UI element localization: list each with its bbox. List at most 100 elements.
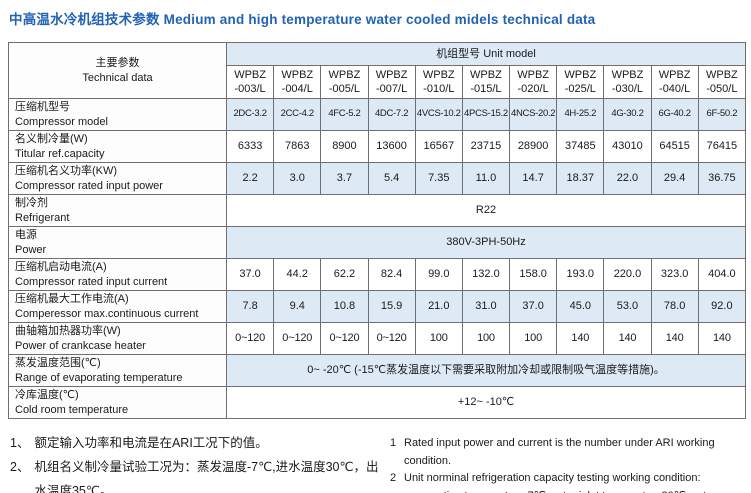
footnotes-en: 1 Rated input power and current is the nu…	[390, 432, 743, 493]
row-rated-input-current-value-9: 220.0	[603, 258, 652, 291]
model-header-5: WPBZ -010/L	[414, 65, 463, 99]
row-rated-input-power: 压缩机名义功率(KW) Compressor rated input power 2…	[8, 162, 747, 195]
model-header-2: WPBZ -004/L	[273, 65, 322, 99]
footnotes-zh: 1、 额定输入功率和电流是在ARI工况下的值。 2、 机组名义制冷量试验工况为：蒸发温…	[10, 432, 390, 493]
row-crankcase-heater-value-5: 100	[414, 322, 463, 355]
row-compressor-model-value-6: 4PCS-15.2	[461, 98, 511, 131]
footnotes-en-item-1-text: Rated input power and current is the num…	[404, 437, 715, 467]
row-ref-capacity-value-6: 23715	[461, 130, 511, 163]
spec-table-body: 主要参数 Technical data 机组型号 Unit model WPBZ -00…	[8, 42, 747, 419]
row-compressor-model-value-1: 2DC-3.2	[225, 98, 275, 131]
row-crankcase-heater-value-11: 140	[697, 322, 747, 355]
row-crankcase-heater-value-3: 0~120	[320, 322, 369, 355]
row-power-supply-value: 380V-3PH-50Hz	[225, 226, 747, 259]
row-ref-capacity-value-1: 6333	[225, 130, 275, 163]
row-rated-input-power-value-1: 2.2	[225, 162, 275, 195]
row-crankcase-heater-value-4: 0~120	[367, 322, 416, 355]
row-ref-capacity-value-5: 16567	[414, 130, 463, 163]
row-rated-input-current-value-5: 99.0	[414, 258, 463, 291]
footnotes-en-item-2: 2 Unit norminal refrigeration capacity te…	[390, 470, 741, 493]
unit-model-header: 机组型号 Unit model	[225, 42, 747, 66]
row-crankcase-heater-value-10: 140	[650, 322, 699, 355]
row-crankcase-heater-value-6: 100	[461, 322, 511, 355]
model-header-7: WPBZ -020/L	[509, 65, 558, 99]
spec-table: 主要参数 Technical data 机组型号 Unit model WPBZ -00…	[8, 42, 747, 419]
row-rated-input-current-value-6: 132.0	[461, 258, 511, 291]
row-max-continuous-current-value-10: 78.0	[650, 290, 699, 323]
footnotes-en-item-1: 1 Rated input power and current is the nu…	[390, 435, 741, 470]
row-compressor-model-value-5: 4VCS-10.2	[414, 98, 463, 131]
row-cold-room-temp-value: +12~ -10℃	[225, 386, 747, 419]
model-header-6: WPBZ -015/L	[461, 65, 511, 99]
model-header-9: WPBZ -030/L	[603, 65, 652, 99]
model-header-1: WPBZ -003/L	[225, 65, 275, 99]
row-rated-input-power-value-2: 3.0	[273, 162, 322, 195]
footnotes-zh-item-2: 2、 机组名义制冷量试验工况为：蒸发温度-7℃,进水温度30℃，出水温度35℃。	[10, 456, 390, 493]
row-compressor-model-value-3: 4FC-5.2	[320, 98, 369, 131]
model-header-11: WPBZ -050/L	[697, 65, 747, 99]
row-rated-input-current-value-1: 37.0	[225, 258, 275, 291]
row-rated-input-power-value-5: 7.35	[414, 162, 463, 195]
row-refrigerant: 制冷剂 Refrigerant R22	[8, 194, 747, 227]
row-ref-capacity-value-11: 76415	[697, 130, 747, 163]
row-power-supply: 电源 Power 380V-3PH-50Hz	[8, 226, 747, 259]
row-label-compressor-model: 压缩机型号 Compressor model	[8, 98, 227, 131]
row-rated-input-power-value-4: 5.4	[367, 162, 416, 195]
row-compressor-model-value-7: 4NCS-20.2	[509, 98, 558, 131]
row-compressor-model-value-4: 4DC-7.2	[367, 98, 416, 131]
row-compressor-model-value-2: 2CC-4.2	[273, 98, 322, 131]
row-label-evaporating-range: 蒸发温度范围(℃) Range of evaporating temperatur…	[8, 354, 227, 387]
row-compressor-model-value-9: 4G-30.2	[603, 98, 652, 131]
row-rated-input-current-value-7: 158.0	[509, 258, 558, 291]
footnotes-zh-item-1-number: 1、	[10, 436, 30, 450]
row-models: WPBZ -003/L WPBZ -004/L WPBZ -005/L WPBZ -007/L…	[9, 65, 747, 99]
model-header-3: WPBZ -005/L	[320, 65, 369, 99]
row-label-refrigerant: 制冷剂 Refrigerant	[8, 194, 227, 227]
row-evaporating-range-value: 0~ -20℃ (-15℃蒸发温度以下需要采取附加冷却或限制吸气温度等措施)。	[225, 354, 747, 387]
row-ref-capacity-value-2: 7863	[273, 130, 322, 163]
footnotes: 1、 额定输入功率和电流是在ARI工况下的值。 2、 机组名义制冷量试验工况为：蒸发温…	[10, 432, 743, 493]
row-rated-input-current-value-4: 82.4	[367, 258, 416, 291]
footnotes-en-item-2-text: Unit norminal refrigeration capacity tes…	[404, 472, 716, 493]
row-cold-room-temp: 冷库温度(℃) Cold room temperature +12~ -10℃	[8, 386, 747, 419]
row-ref-capacity-value-7: 28900	[509, 130, 558, 163]
row-crankcase-heater-value-7: 100	[509, 322, 558, 355]
row-rated-input-power-value-7: 14.7	[509, 162, 558, 195]
row-label-rated-input-current: 压缩机启动电流(A) Compressor rated input current	[8, 258, 227, 291]
row-ref-capacity-value-10: 64515	[650, 130, 699, 163]
row-max-continuous-current-value-8: 45.0	[556, 290, 605, 323]
row-label-cold-room-temp: 冷库温度(℃) Cold room temperature	[8, 386, 227, 419]
row-rated-input-current: 压缩机启动电流(A) Compressor rated input current…	[8, 258, 747, 291]
row-compressor-model-value-11: 6F-50.2	[697, 98, 747, 131]
row-crankcase-heater-value-9: 140	[603, 322, 652, 355]
corner-header: 主要参数 Technical data	[8, 42, 227, 99]
row-max-continuous-current: 压缩机最大工作电流(A) Comperessor max.continuous c…	[8, 290, 747, 323]
footnotes-en-item-1-number: 1	[390, 437, 397, 449]
row-crankcase-heater-value-2: 0~120	[273, 322, 322, 355]
row-rated-input-current-value-11: 404.0	[697, 258, 747, 291]
row-label-max-continuous-current: 压缩机最大工作电流(A) Comperessor max.continuous c…	[8, 290, 227, 323]
row-compressor-model-value-10: 6G-40.2	[650, 98, 699, 131]
row-ref-capacity: 名义制冷量(W) Titular ref.capacity 6333 7863 8900…	[8, 130, 747, 163]
row-rated-input-current-value-2: 44.2	[273, 258, 322, 291]
row-max-continuous-current-value-9: 53.0	[603, 290, 652, 323]
row-ref-capacity-value-4: 13600	[367, 130, 416, 163]
row-max-continuous-current-value-1: 7.8	[225, 290, 275, 323]
row-rated-input-power-value-3: 3.7	[320, 162, 369, 195]
footnotes-en-item-2-number: 2	[390, 472, 397, 485]
row-max-continuous-current-value-3: 10.8	[320, 290, 369, 323]
row-label-crankcase-heater: 曲轴箱加热器功率(W) Power of crankcase heater	[8, 322, 227, 355]
row-rated-input-current-value-3: 62.2	[320, 258, 369, 291]
row-rated-input-power-value-8: 18.37	[556, 162, 605, 195]
row-crankcase-heater: 曲轴箱加热器功率(W) Power of crankcase heater 0~12…	[8, 322, 747, 355]
row-max-continuous-current-value-7: 37.0	[509, 290, 558, 323]
footnotes-zh-item-2-text: 机组名义制冷量试验工况为：蒸发温度-7℃,进水温度30℃，出水温度35℃。	[34, 459, 379, 493]
row-ref-capacity-value-8: 37485	[556, 130, 605, 163]
row-rated-input-power-value-10: 29.4	[650, 162, 699, 195]
row-ref-capacity-value-3: 8900	[320, 130, 369, 163]
row-refrigerant-value: R22	[225, 194, 747, 227]
row-crankcase-heater-value-8: 140	[556, 322, 605, 355]
model-header-4: WPBZ -007/L	[367, 65, 416, 99]
footnotes-zh-item-2-number: 2、	[10, 459, 30, 474]
footnotes-zh-item-1-text: 额定输入功率和电流是在ARI工况下的值。	[34, 436, 268, 450]
